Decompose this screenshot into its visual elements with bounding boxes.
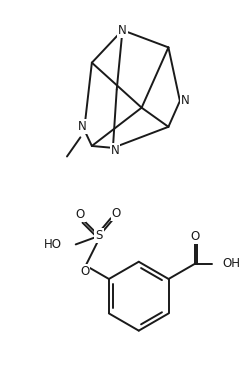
- Text: N: N: [181, 94, 190, 108]
- Text: N: N: [118, 23, 127, 37]
- Text: OH: OH: [222, 257, 240, 270]
- Text: O: O: [80, 265, 89, 278]
- Text: S: S: [95, 229, 103, 243]
- Text: O: O: [112, 207, 121, 219]
- Text: HO: HO: [44, 238, 62, 251]
- Text: N: N: [110, 144, 119, 157]
- Text: N: N: [78, 120, 87, 133]
- Text: O: O: [190, 230, 200, 243]
- Text: O: O: [76, 208, 85, 221]
